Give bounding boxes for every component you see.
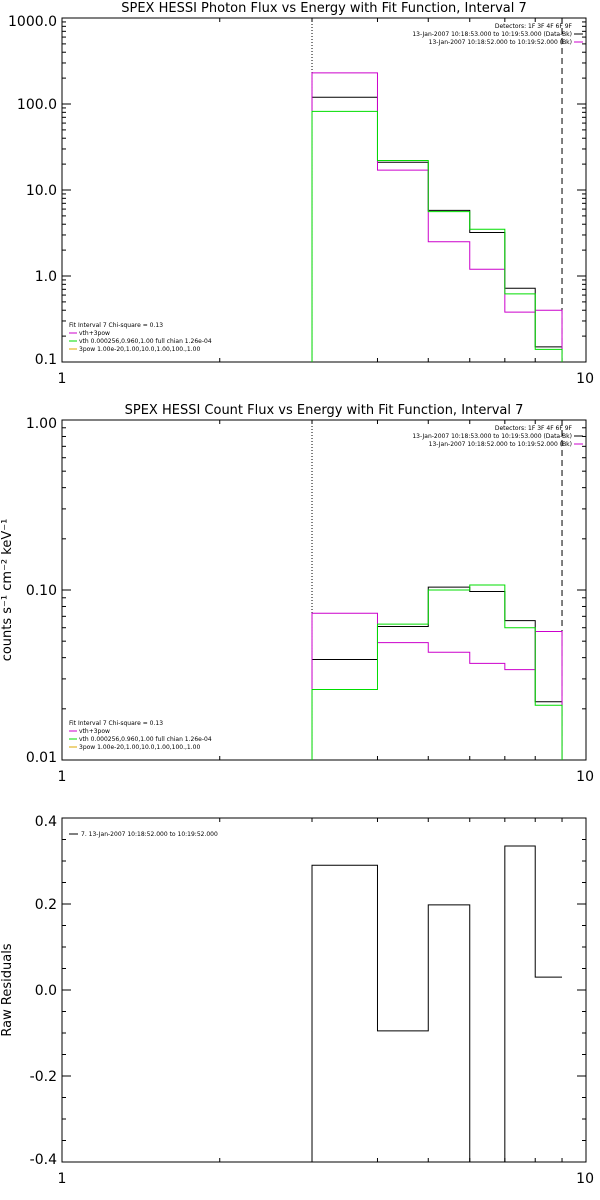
plot-0-legend-left-title: Fit Interval 7 Chi-square = 0.13 — [69, 322, 163, 329]
plot-1-xtick-label: 10 — [576, 769, 594, 785]
plot-2-ylabel: Raw Residuals — [0, 943, 15, 1036]
plot-1-legend-right-0: Detectors: 1F 3F 4F 6F 9F — [495, 425, 573, 432]
plot-2-legend-label: 7. 13-Jan-2007 10:18:52.000 to 10:19:52.… — [81, 831, 218, 838]
plot-2-frame — [61, 817, 587, 1163]
plot-0-ytick-label: 100.0 — [17, 97, 57, 113]
plot-0-legend-left-0: vth+3pow — [79, 330, 110, 337]
plot-1-legend-right-1: 13-Jan-2007 10:18:53.000 to 10:19:53.000… — [412, 433, 572, 440]
plot-1-legend-left-2: 3pow 1.00e-20,1.00,10.0,1.00,100.,1.00 — [79, 744, 200, 751]
plot-0-frame — [61, 17, 587, 363]
plot-1-legend-left-0: vth+3pow — [79, 728, 110, 735]
plot-1-ytick-label: 0.10 — [26, 583, 57, 599]
plot-0-ytick-label: 1000.0 — [8, 14, 57, 30]
plot-0-ytick-label: 10.0 — [26, 183, 57, 199]
plot-0-legend-left-1: vth 0.000256,0.960,1.00 full chian 1.26e… — [79, 338, 212, 345]
plot-1-ytick-label: 1.00 — [26, 416, 57, 432]
plot-0-series-2-line — [311, 110, 563, 362]
plot-1-legend-left-1: vth 0.000256,0.960,1.00 full chian 1.26e… — [79, 736, 212, 743]
plot-0-series-1-line — [311, 72, 563, 362]
plot-0-xtick-label: 1 — [58, 371, 67, 387]
plot-1-legend-left-title: Fit Interval 7 Chi-square = 0.13 — [69, 720, 163, 727]
plot-2-ytick-label: 0.4 — [35, 814, 57, 830]
plot-1-title: SPEX HESSI Count Flux vs Energy with Fit… — [125, 403, 524, 418]
plot-1-series-1-line — [311, 612, 563, 760]
plot-0-ytick-label: 0.1 — [35, 352, 57, 368]
plot-0-title: SPEX HESSI Photon Flux vs Energy with Fi… — [121, 1, 527, 16]
plot-1-ylabel: counts s⁻¹ cm⁻² keV⁻¹ — [0, 519, 15, 662]
plot-0-legend-left-2: 3pow 1.00e-20,1.00,10.0,1.00,100.,1.00 — [79, 346, 200, 353]
plot-2-ytick-label: -0.4 — [30, 1152, 57, 1168]
plot-0-ytick-label: 1.0 — [35, 269, 57, 285]
plot-2-series-0-line — [311, 845, 563, 1163]
plot-1-legend-right-2: 13-Jan-2007 10:18:52.000 to 10:19:52.000… — [429, 441, 572, 448]
plot-2-ytick-label: -0.2 — [30, 1069, 57, 1085]
plot-1-xtick-label: 1 — [58, 769, 67, 785]
plot-0-xtick-label: 10 — [576, 371, 594, 387]
plot-1-frame — [61, 419, 587, 761]
plot-2-xtick-label: 1 — [58, 1171, 67, 1187]
plot-0-legend-right-0: Detectors: 1F 3F 4F 6F 9F — [495, 23, 573, 30]
plot-0-series-0-line — [311, 96, 563, 362]
plot-2-ytick-label: 0.0 — [35, 983, 57, 999]
plot-0-legend-right-2: 13-Jan-2007 10:18:52.000 to 10:19:52.000… — [429, 39, 572, 46]
plot-2-xtick-label: 10 — [576, 1171, 594, 1187]
plot-2-ytick-label: 0.2 — [35, 897, 57, 913]
plot-1-ytick-label: 0.01 — [26, 750, 57, 766]
plot-0-legend-right-1: 13-Jan-2007 10:18:53.000 to 10:19:53.000… — [412, 31, 572, 38]
plot-1-series-2-line — [311, 584, 563, 760]
